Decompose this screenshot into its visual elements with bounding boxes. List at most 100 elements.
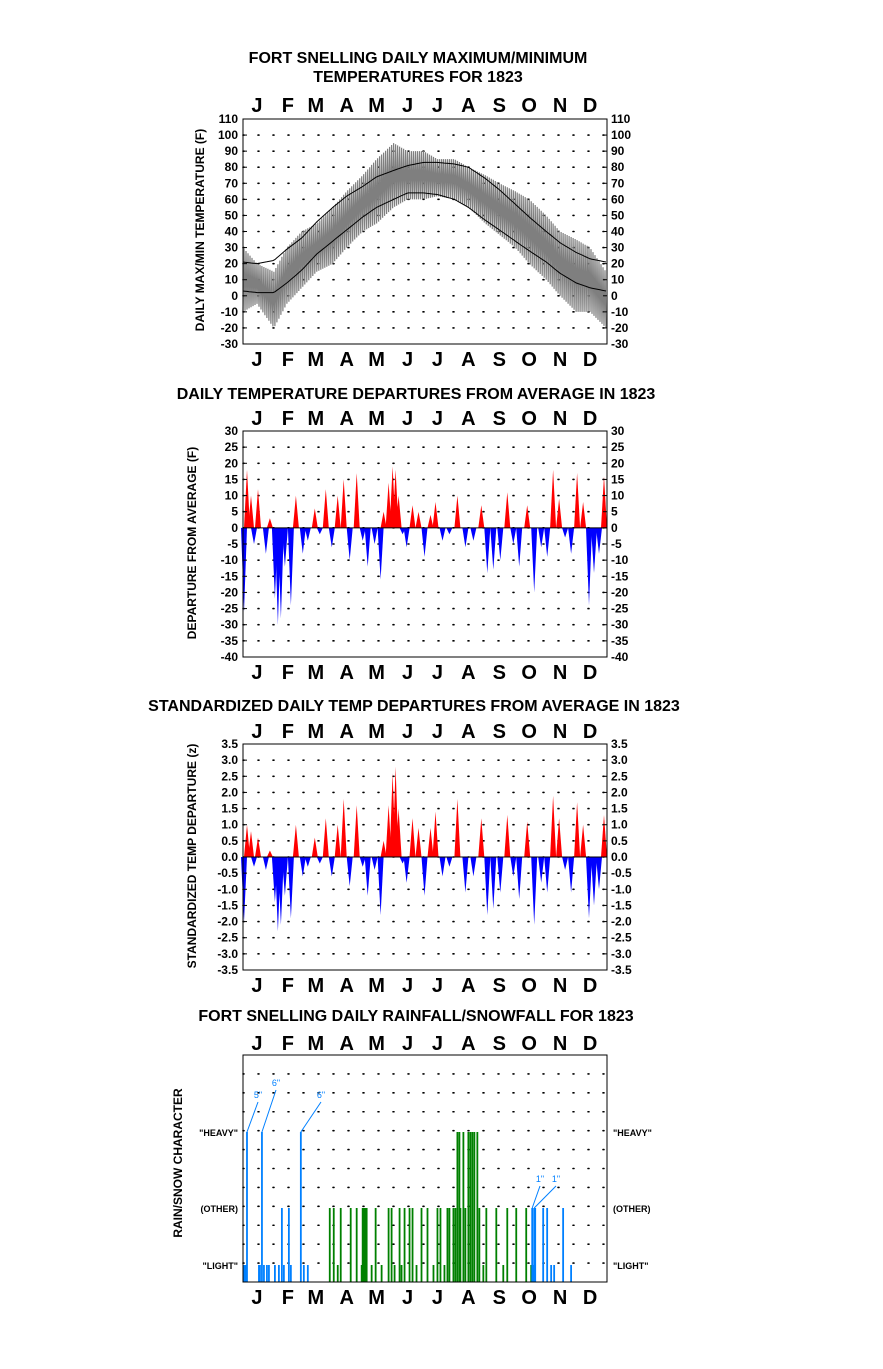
y-tick-label-right: -30 [611, 337, 629, 351]
chart1-title: FORT SNELLING DAILY MAXIMUM/MINIMUM [249, 50, 588, 67]
bar-positive [409, 818, 416, 857]
bar-negative [371, 857, 378, 870]
y-tick-label-left: -25 [221, 602, 239, 616]
bar-negative [403, 857, 410, 883]
y-tick-label-right: 0.5 [611, 834, 628, 848]
bar-negative [251, 527, 257, 544]
month-label-bottom: N [553, 975, 567, 997]
month-label-top: F [282, 408, 294, 430]
y-tick-label-left: 2.5 [221, 769, 238, 783]
y-tick-label-right: 15 [611, 472, 625, 486]
month-label-bottom: J [432, 1287, 443, 1309]
bar-negative [516, 527, 523, 567]
month-label-bottom: J [251, 1287, 262, 1309]
annotation-leader [300, 1101, 322, 1133]
bar-negative [287, 527, 294, 606]
bar-negative [277, 857, 284, 925]
month-label-bottom: N [553, 1287, 567, 1309]
bar-positive [292, 495, 299, 528]
bar-negative [281, 527, 288, 567]
y-tick-label-left: 80 [225, 160, 239, 174]
month-label-bottom: D [583, 662, 597, 684]
bar-negative [328, 527, 335, 548]
y-tick-label-left: 40 [225, 225, 239, 239]
month-label-top: D [583, 95, 597, 117]
annotation-label: 1" [536, 1174, 544, 1184]
y-tick-label-right: 25 [611, 440, 625, 454]
bar-positive [524, 505, 531, 528]
bar-negative [299, 857, 306, 877]
bar-positive [340, 798, 347, 857]
bar-negative [277, 527, 284, 619]
y-tick-label-right: 3.0 [611, 753, 628, 767]
y-tick-label-left: 30 [225, 424, 239, 438]
level-label-left: "LIGHT" [202, 1261, 238, 1271]
bar-negative [544, 527, 551, 557]
y-tick-label-left: 1.5 [221, 802, 238, 816]
bar-positive [550, 469, 557, 528]
y-tick-label-right: 3.5 [611, 737, 628, 751]
y-tick-label-right: 80 [611, 160, 625, 174]
month-label-bottom: N [553, 349, 567, 371]
bar-positive [292, 824, 299, 857]
y-tick-label-right: -2.0 [611, 915, 632, 929]
y-tick-label-right: 0 [611, 289, 618, 303]
bar-positive [340, 479, 347, 528]
month-label-top: A [339, 1033, 353, 1055]
month-label-bottom: A [339, 1287, 353, 1309]
month-label-bottom: O [521, 1287, 537, 1309]
bar-negative [591, 857, 597, 906]
month-label-top: J [251, 721, 262, 743]
bar-negative [568, 857, 575, 893]
bar-negative [531, 857, 538, 925]
bar-negative [544, 857, 551, 893]
y-tick-label-right: 20 [611, 456, 625, 470]
y-tick-label-right: 90 [611, 144, 625, 158]
bar-negative [470, 527, 477, 541]
month-label-top: S [493, 721, 506, 743]
month-label-bottom: F [282, 662, 294, 684]
bar-positive [415, 511, 422, 528]
bar-negative [510, 527, 517, 544]
level-label-right: (OTHER) [613, 1204, 651, 1214]
month-label-top: A [339, 95, 353, 117]
y-tick-label-right: -1.0 [611, 882, 632, 896]
bar-positive [432, 502, 439, 528]
y-tick-label-right: 30 [611, 241, 625, 255]
bar-positive [353, 805, 360, 857]
bar-positive [380, 511, 387, 528]
bar-negative [586, 857, 592, 919]
month-label-top: N [553, 408, 567, 430]
bar-negative [262, 857, 269, 870]
month-label-top: S [493, 95, 506, 117]
y-tick-label-left: 15 [225, 472, 239, 486]
bar-positive [574, 473, 581, 528]
bar-positive [322, 818, 329, 857]
y-tick-label-left: -10 [221, 305, 239, 319]
bar-negative [281, 857, 288, 896]
bar-negative [359, 857, 366, 867]
y-tick-label-left: 3.5 [221, 737, 238, 751]
bar-negative [484, 857, 491, 916]
month-label-bottom: O [521, 349, 537, 371]
month-label-top: O [521, 408, 537, 430]
series-normal-min [242, 192, 607, 294]
bar-positive [248, 831, 254, 857]
level-label-left: "HEAVY" [199, 1128, 238, 1138]
bar-negative [596, 857, 602, 890]
bar-positive [454, 495, 461, 528]
month-label-top: O [521, 1033, 537, 1055]
month-label-bottom: F [282, 1287, 294, 1309]
month-label-bottom: A [461, 349, 475, 371]
month-label-bottom: S [493, 662, 506, 684]
bar-negative [490, 857, 497, 909]
y-tick-label-right: -10 [611, 305, 629, 319]
bar-negative [304, 527, 311, 541]
bar-negative [377, 857, 384, 916]
bar-negative [562, 857, 569, 870]
bar-negative [497, 857, 504, 893]
series-normal-max [242, 161, 607, 265]
bar-negative [359, 527, 366, 541]
bar-negative [470, 857, 477, 877]
y-tick-label-left: 20 [225, 456, 239, 470]
